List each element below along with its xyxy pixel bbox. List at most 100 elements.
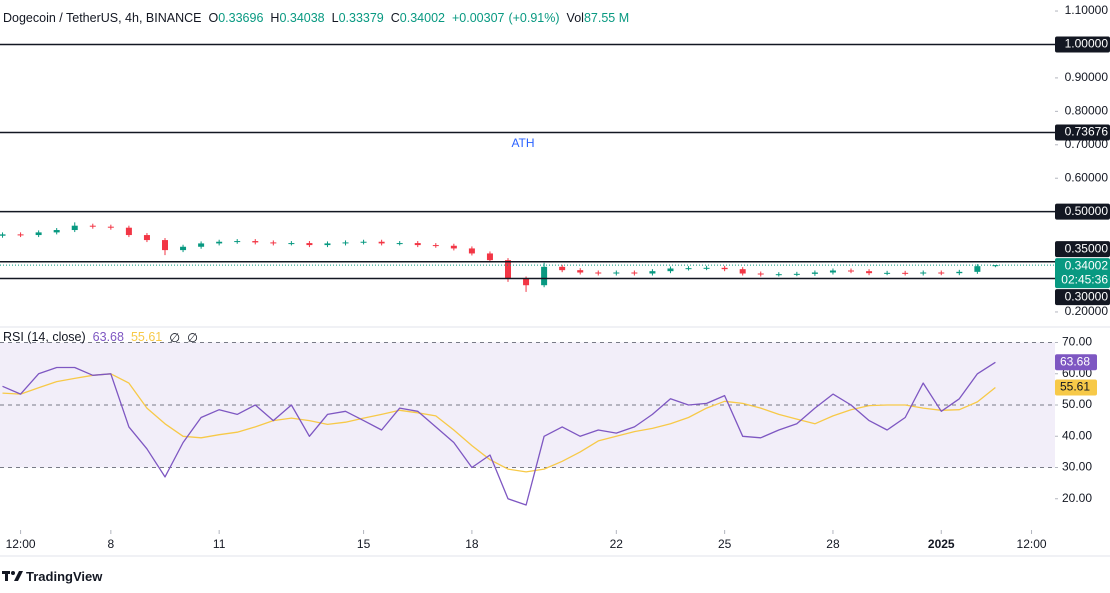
rsi-title: RSI (14, close) (3, 330, 86, 344)
x-tick-label: 22 (610, 537, 624, 551)
candle-body (288, 243, 295, 245)
rsi-legend: RSI (14, close) 63.68 55.61 ∅ ∅ (3, 330, 198, 345)
price-label-box (1055, 258, 1110, 289)
rsi-y-tick-label: 40.00 (1062, 428, 1092, 442)
candle-body (866, 271, 873, 274)
brand-logo (2, 571, 23, 581)
x-tick-label: 12:00 (1017, 537, 1047, 551)
rsi-y-tick-label: 30.00 (1062, 460, 1092, 474)
candle-body (685, 268, 692, 270)
candle-body (324, 243, 331, 246)
ohlc-value: 0.34038 (279, 11, 325, 25)
y-tick-label: 0.20000 (1065, 304, 1109, 318)
x-tick-label: 18 (465, 537, 479, 551)
candle-body (829, 270, 836, 273)
level-label-box (1055, 203, 1110, 220)
candle-body (270, 242, 277, 244)
candle-body (486, 253, 493, 261)
candle-body (902, 272, 909, 274)
candle-body (920, 272, 927, 274)
brand: TradingView (26, 568, 103, 584)
candle-body (757, 273, 764, 275)
candle-body (162, 240, 169, 251)
candle-body (216, 241, 223, 244)
candle-body (306, 243, 313, 246)
candle-body (180, 246, 187, 251)
candle-body (396, 243, 403, 245)
volume-value: 87.55 M (583, 11, 630, 25)
volume-key: Vol (566, 11, 584, 25)
candle-body (505, 260, 512, 279)
ohlc-value: 0.34002 (399, 11, 445, 25)
y-tick-label: 1.10000 (1065, 3, 1109, 17)
candle-body (53, 230, 60, 233)
candle-body (938, 272, 945, 274)
candle-body (450, 245, 457, 249)
y-tick-label: 0.90000 (1065, 70, 1109, 84)
symbol-title: Dogecoin / TetherUS, 4h, BINANCE (3, 11, 202, 25)
x-tick-label: 25 (718, 537, 732, 551)
price-label: 0.34002 (1065, 258, 1109, 272)
candle-body (577, 270, 584, 273)
candle-body (234, 241, 241, 243)
symbol-legend: Dogecoin / TetherUS, 4h, BINANCE O 0.3369… (3, 11, 629, 25)
candle-body (342, 242, 349, 244)
rsi-y-tick-label: 20.00 (1062, 491, 1092, 505)
x-tick-label: 8 (107, 537, 114, 551)
change-pct: (+0.91%) (508, 11, 560, 25)
candle-body (17, 234, 24, 236)
candle-body (721, 267, 728, 270)
candle-body (992, 265, 999, 267)
candle-body (541, 266, 548, 286)
y-tick-label: 0.60000 (1065, 170, 1109, 184)
level-label-box (1055, 289, 1110, 306)
level-label-box (1055, 36, 1110, 53)
candle-body (667, 268, 674, 272)
candle-body (848, 270, 855, 272)
ohlc-key: L (331, 11, 339, 25)
candle-body (974, 266, 981, 272)
candle-body (360, 241, 367, 243)
candle-body (884, 272, 891, 274)
rsi-y-tick-label: 70.00 (1062, 335, 1092, 349)
candle-body (107, 226, 114, 228)
level-label: 1.00000 (1065, 37, 1109, 51)
ohlc-value: 0.33696 (218, 11, 264, 25)
rsi-ma-label: 55.61 (1060, 380, 1090, 394)
countdown: 02:45:36 (1061, 272, 1108, 286)
level-label-box (1055, 124, 1110, 141)
candle-body (595, 272, 602, 274)
candle-body (811, 272, 818, 274)
x-tick-label: 12:00 (6, 537, 36, 551)
candle-body (559, 266, 566, 271)
change: +0.00307 (451, 11, 505, 25)
level-label-box (1055, 241, 1110, 258)
rsi-label-box (1055, 354, 1097, 371)
x-tick-label: 28 (826, 537, 840, 551)
level-label: 0.30000 (1065, 289, 1109, 303)
rsi-ma-value: 55.61 (130, 330, 163, 344)
candle-body (956, 271, 963, 274)
candle-body (414, 243, 421, 246)
ohlc-value: 0.33379 (338, 11, 384, 25)
footer: TradingView (0, 566, 102, 586)
rsi-y-tick-label: 50.00 (1062, 397, 1092, 411)
level-label: 0.35000 (1065, 241, 1109, 255)
candle-body (775, 274, 782, 276)
candle-body (613, 272, 620, 274)
ohlc-key: C (390, 11, 400, 25)
rsi-value: 63.68 (92, 330, 124, 344)
candle-body (252, 241, 259, 243)
level-label: 0.73676 (1065, 125, 1109, 139)
x-tick-label: 11 (213, 537, 226, 551)
candle-body (631, 272, 638, 274)
candle-body (523, 278, 530, 286)
rsi-ma-line (2, 373, 996, 473)
candle-body (649, 271, 656, 274)
rsi-line (2, 361, 996, 506)
x-tick-label: 2025 (928, 537, 955, 551)
rsi-ma-label-box (1055, 379, 1097, 396)
candle-body (71, 225, 78, 231)
